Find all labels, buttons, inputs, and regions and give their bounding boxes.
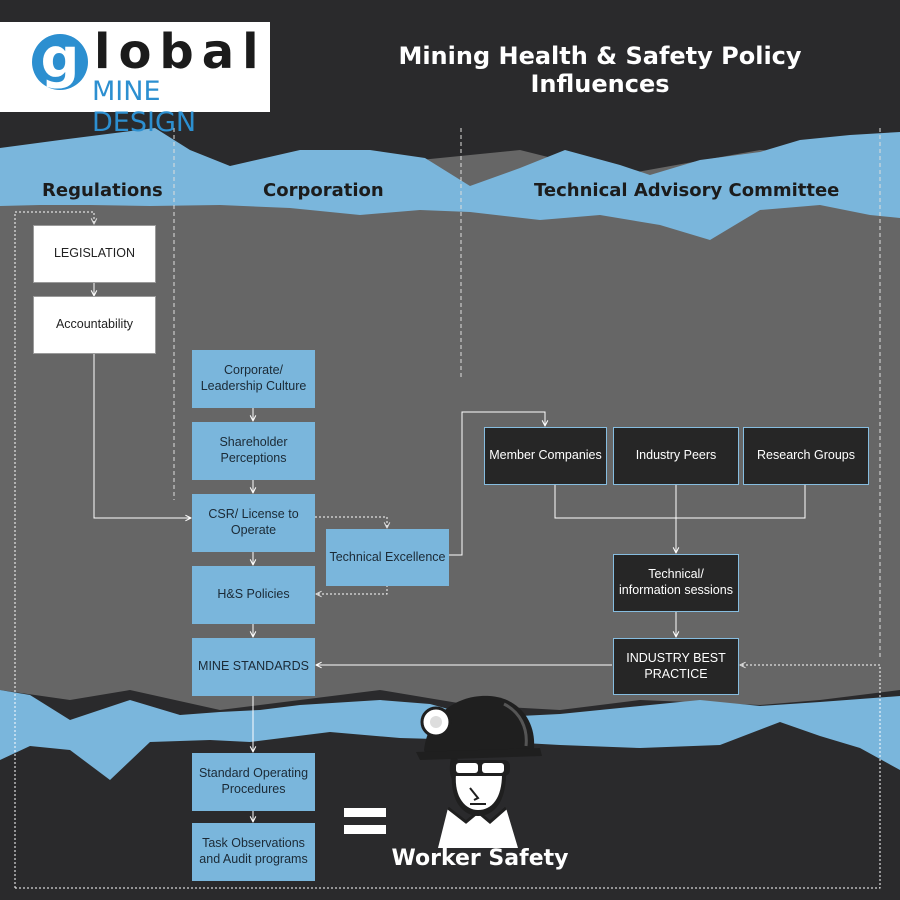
grey-panel <box>0 135 900 710</box>
box-research-groups: Research Groups <box>743 427 869 485</box>
logo-subtitle: MINE DESIGN <box>92 76 197 138</box>
box-industry-best-practice: INDUSTRY BEST PRACTICE <box>613 638 739 695</box>
upper-band <box>0 128 900 240</box>
company-logo: g lobal MINE DESIGN <box>0 22 270 138</box>
equals-sign <box>344 808 386 842</box>
worker-icon <box>416 695 542 848</box>
box-hs-policies: H&S Policies <box>192 566 315 624</box>
box-standard-operating-procedures: Standard Operating Procedures <box>192 753 315 811</box>
box-shareholder-perceptions: Shareholder Perceptions <box>192 422 315 480</box>
page-title: Mining Health & Safety Policy Influences <box>398 42 802 98</box>
box-mine-standards: MINE STANDARDS <box>192 638 315 696</box>
logo-wordmark: lobal <box>94 24 267 80</box>
box-technical-excellence: Technical Excellence <box>326 529 449 586</box>
box-industry-peers: Industry Peers <box>613 427 739 485</box>
worker-safety-label: Worker Safety <box>391 846 569 871</box>
column-heading-corporation: Corporation <box>263 180 384 201</box>
box-accountability: Accountability <box>33 296 156 354</box>
box-csr-license: CSR/ License to Operate <box>192 494 315 552</box>
box-member-companies: Member Companies <box>484 427 607 485</box>
box-task-observations: Task Observations and Audit programs <box>192 823 315 881</box>
logo-g-mark: g <box>32 32 88 90</box>
column-heading-regulations: Regulations <box>42 180 163 201</box>
column-heading-technical-advisory: Technical Advisory Committee <box>534 180 840 201</box>
box-corporate-culture: Corporate/ Leadership Culture <box>192 350 315 408</box>
box-technical-sessions: Technical/ information sessions <box>613 554 739 612</box>
box-legislation: LEGISLATION <box>33 225 156 283</box>
